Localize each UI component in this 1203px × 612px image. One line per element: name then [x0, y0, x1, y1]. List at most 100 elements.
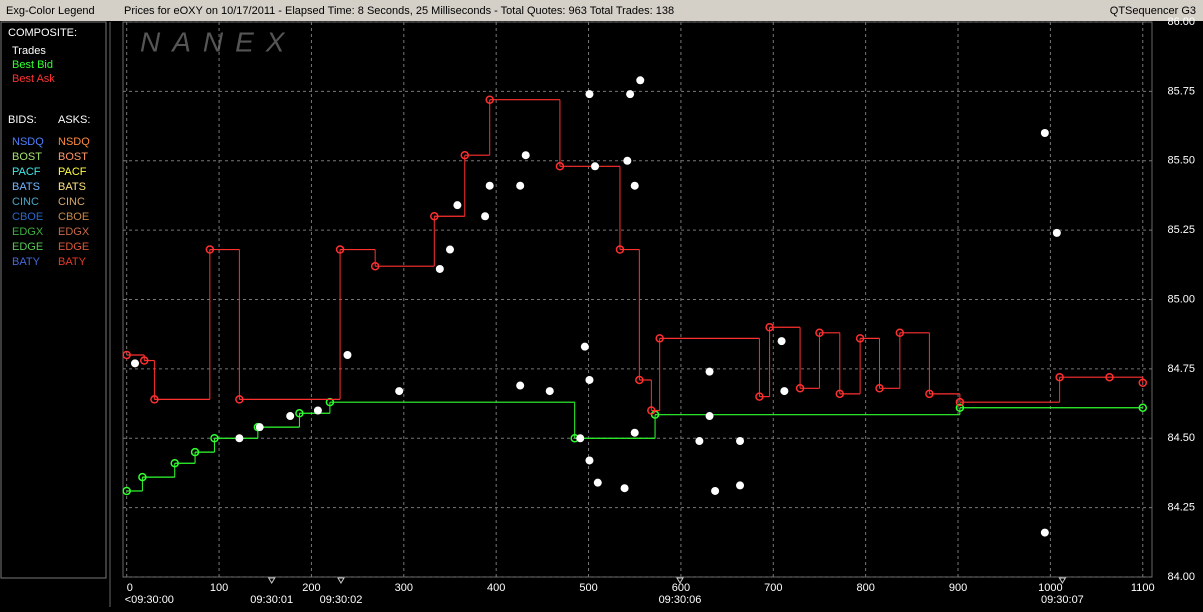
exchange-ask: BATS — [58, 181, 86, 193]
quote-marker — [335, 245, 345, 254]
trade-dot — [435, 264, 444, 273]
legend-entry: Best Bid — [12, 59, 53, 71]
quote-marker — [1138, 378, 1148, 387]
trade-dot — [593, 478, 602, 487]
trade-dot — [585, 90, 594, 99]
quote-marker — [795, 384, 805, 393]
exchange-bid: BOST — [12, 151, 42, 163]
time-mark — [337, 577, 345, 584]
exchange-ask: EDGX — [58, 226, 90, 238]
trade-dot — [1040, 129, 1049, 137]
time-label: 09:30:02 — [320, 594, 363, 606]
trade-dot — [580, 342, 589, 351]
quote-marker — [205, 245, 215, 254]
x-tick-label: 1000 — [1038, 582, 1062, 594]
trade-dot — [695, 437, 704, 446]
quote-marker — [1105, 372, 1114, 382]
time-label: 09:30:07 — [1041, 594, 1084, 606]
time-label: 09:30:06 — [659, 594, 702, 606]
quote-marker — [139, 356, 149, 365]
time-label: <09:30:00 — [125, 594, 174, 606]
exchange-bid: EDGE — [12, 241, 43, 253]
x-tick-label: 700 — [764, 582, 782, 594]
time-label: 09:30:01 — [250, 594, 293, 606]
trade-dot — [585, 456, 594, 465]
trade-dot — [485, 181, 494, 190]
trade-dot — [516, 381, 525, 390]
legend-title: Exg-Color Legend — [6, 5, 95, 17]
x-tick-label: 100 — [210, 582, 228, 594]
y-tick-label: 85.25 — [1167, 224, 1195, 236]
trade-dot — [780, 387, 789, 396]
time-mark — [1058, 577, 1067, 584]
y-tick-label: 84.25 — [1167, 502, 1195, 514]
exchange-ask: EDGE — [58, 241, 89, 253]
x-tick-label: 300 — [395, 582, 413, 594]
quote-marker — [925, 389, 934, 399]
quote-marker — [615, 245, 625, 254]
legend-panel — [0, 21, 107, 579]
quote-marker — [295, 409, 304, 418]
quote-marker — [835, 389, 845, 399]
quote-marker — [485, 95, 494, 104]
trade-dot — [626, 90, 635, 99]
quote-marker — [460, 150, 470, 160]
quote-marker — [235, 395, 244, 404]
composite-heading: COMPOSITE: — [8, 27, 77, 39]
trade-dot — [736, 481, 745, 490]
trade-dot — [623, 156, 632, 165]
trade-dot — [636, 76, 645, 85]
trade-dot — [445, 245, 454, 254]
quote-marker — [150, 395, 159, 404]
exchange-ask: BOST — [58, 151, 88, 163]
chart-title: Prices for eOXY on 10/17/2011 - Elapsed … — [124, 5, 674, 17]
exchange-ask: NSDQ — [58, 136, 90, 148]
trade-dot — [516, 181, 525, 190]
quote-marker — [895, 328, 905, 338]
watermark: NANEX — [140, 26, 296, 57]
quote-marker — [138, 472, 147, 482]
x-tick-label: 400 — [487, 582, 505, 594]
exchange-bid: BATY — [12, 256, 41, 268]
quote-marker — [190, 447, 200, 457]
trade-dot — [630, 181, 639, 190]
exchange-ask: BATY — [58, 256, 87, 268]
trade-dot — [235, 434, 244, 443]
quote-marker — [122, 350, 131, 360]
trade-dot — [705, 367, 714, 376]
trade-dot — [736, 437, 745, 446]
trade-dot — [576, 434, 585, 443]
trade-dot — [630, 428, 639, 437]
quote-marker — [635, 375, 644, 385]
quote-marker — [555, 162, 565, 171]
trade-dot — [1040, 528, 1049, 537]
quote-marker — [1055, 372, 1064, 382]
legend-entry: Trades — [12, 45, 46, 57]
trade-dot — [1052, 228, 1061, 237]
exchange-ask: CINC — [58, 196, 85, 208]
quote-marker — [755, 392, 764, 401]
trade-dot — [705, 412, 714, 421]
app-name: QTSequencer G3 — [1110, 5, 1196, 17]
trade-dot — [453, 201, 462, 210]
x-tick-label: 200 — [302, 582, 320, 594]
time-mark — [676, 577, 684, 584]
x-tick-label: 900 — [949, 582, 967, 594]
trade-dot — [545, 387, 554, 396]
bids-heading: BIDS: — [8, 114, 37, 126]
y-tick-label: 84.00 — [1167, 571, 1195, 583]
trade-dot — [343, 351, 352, 359]
quote-marker — [765, 323, 774, 332]
trade-dot — [521, 151, 530, 160]
y-tick-label: 84.50 — [1167, 432, 1195, 444]
quote-marker — [370, 261, 380, 271]
exchange-ask: CBOE — [58, 211, 89, 223]
trade-dot — [313, 406, 322, 415]
quote-marker — [955, 397, 965, 407]
quote-marker — [210, 434, 219, 443]
x-tick-label: 600 — [672, 582, 690, 594]
quote-marker — [1138, 403, 1148, 412]
quote-marker — [855, 334, 865, 343]
